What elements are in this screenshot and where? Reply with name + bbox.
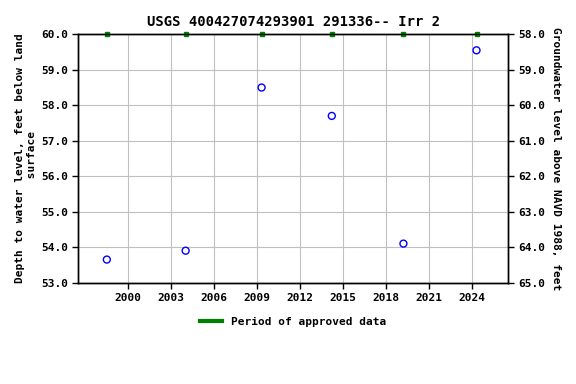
Point	[102, 257, 111, 263]
Point	[327, 113, 336, 119]
Title: USGS 400427074293901 291336-- Irr 2: USGS 400427074293901 291336-- Irr 2	[146, 15, 439, 29]
Point	[472, 47, 481, 53]
Point	[257, 84, 266, 91]
Point	[399, 240, 408, 247]
Y-axis label: Depth to water level, feet below land
 surface: Depth to water level, feet below land su…	[15, 34, 37, 283]
Legend: Period of approved data: Period of approved data	[195, 313, 391, 332]
Y-axis label: Groundwater level above NAVD 1988, feet: Groundwater level above NAVD 1988, feet	[551, 27, 561, 290]
Point	[181, 248, 190, 254]
